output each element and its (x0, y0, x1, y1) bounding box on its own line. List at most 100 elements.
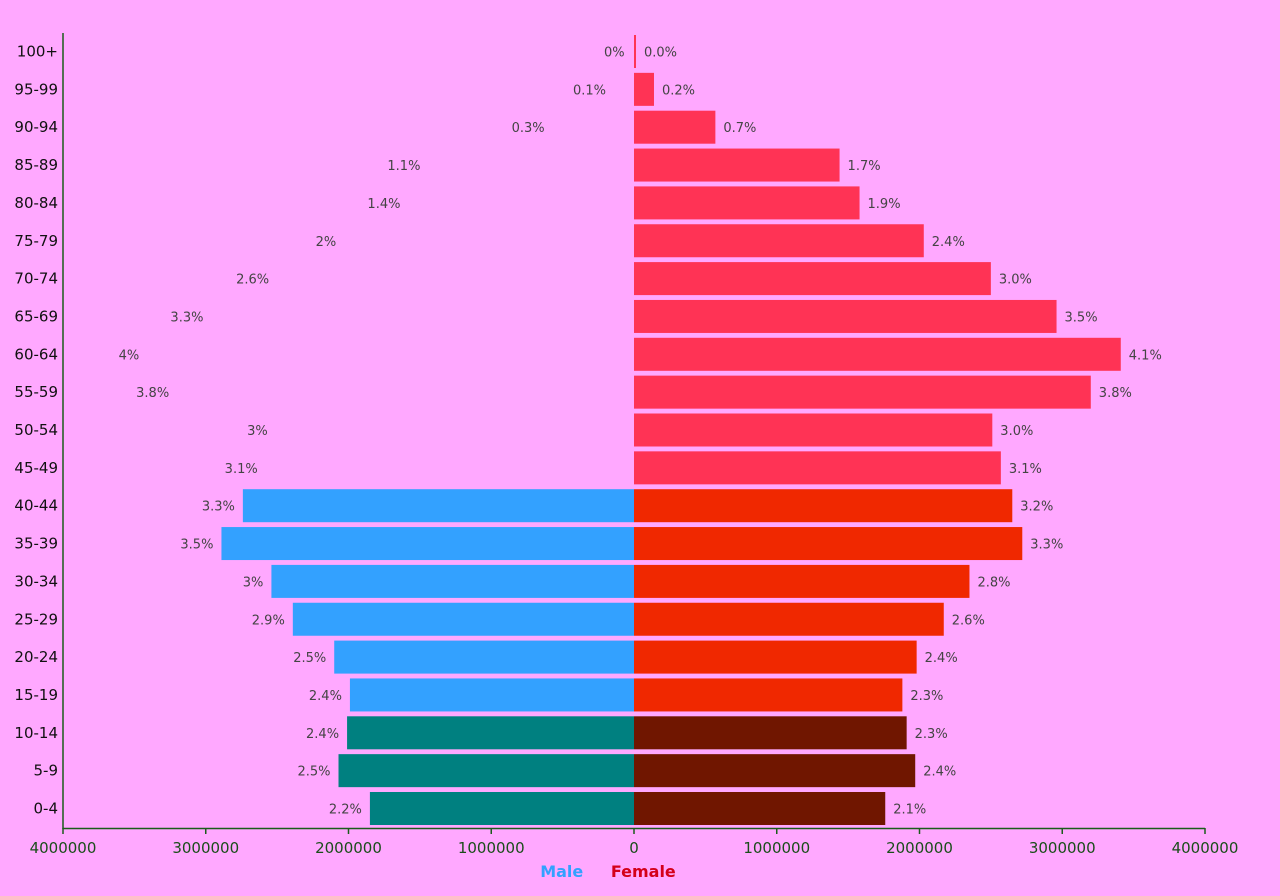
y-tick-label-35-39: 35-39 (14, 535, 58, 553)
y-tick-label-90-94: 90-94 (14, 118, 58, 136)
y-tick-label-45-49: 45-49 (14, 459, 58, 477)
female-bar-45-49 (634, 451, 1001, 485)
male-bar-55-59 (177, 375, 634, 409)
male-bar-10-14 (347, 716, 634, 750)
male-value-label-55-59: 3.8% (136, 386, 169, 401)
female-value-label-10-14: 2.3% (915, 727, 948, 742)
female-bar-25-29 (634, 602, 944, 636)
y-tick-label-95-99: 95-99 (14, 80, 58, 98)
y-tick-label-60-64: 60-64 (14, 345, 58, 363)
x-tick-label-8: 4000000 (1172, 839, 1239, 857)
female-bar-85-89 (634, 148, 840, 182)
female-value-label-85-89: 1.7% (848, 159, 881, 174)
x-tick-label-6: 2000000 (886, 839, 953, 857)
female-bar-55-59 (634, 375, 1091, 409)
female-value-label-0-4: 2.1% (893, 803, 926, 818)
y-tick-label-75-79: 75-79 (14, 232, 58, 250)
male-bar-95-99 (614, 72, 634, 106)
female-value-label-20-24: 2.4% (925, 651, 958, 666)
female-bar-75-79 (634, 224, 924, 258)
y-tick-label-40-44: 40-44 (14, 497, 58, 515)
male-value-label-0-4: 2.2% (329, 803, 362, 818)
male-bar-30-34 (271, 564, 634, 598)
x-tick-label-1: 3000000 (172, 839, 239, 857)
female-value-label-35-39: 3.3% (1030, 538, 1063, 553)
male-value-label-80-84: 1.4% (367, 197, 400, 212)
male-value-label-70-74: 2.6% (236, 273, 269, 288)
female-bar-95-99 (634, 72, 654, 106)
y-tick-label-80-84: 80-84 (14, 194, 58, 212)
female-value-label-50-54: 3.0% (1000, 424, 1033, 439)
male-bar-5-9 (338, 754, 634, 788)
male-bar-90-94 (552, 110, 634, 144)
male-bar-40-44 (242, 489, 635, 523)
female-bar-0-4 (634, 792, 886, 825)
male-bar-45-49 (265, 451, 634, 485)
male-value-label-40-44: 3.3% (202, 500, 235, 515)
male-bar-85-89 (428, 148, 634, 182)
male-bar-80-84 (408, 186, 634, 220)
x-tick-label-7: 3000000 (1029, 839, 1096, 857)
y-tick-label-30-34: 30-34 (14, 572, 58, 590)
y-tick-label-55-59: 55-59 (14, 383, 58, 401)
y-tick-label-15-19: 15-19 (14, 686, 58, 704)
female-value-label-45-49: 3.1% (1009, 462, 1042, 477)
male-value-label-10-14: 2.4% (306, 727, 339, 742)
x-tick-label-3: 1000000 (458, 839, 525, 857)
legend: Male Female (0, 862, 1280, 881)
male-value-label-65-69: 3.3% (170, 310, 203, 325)
male-value-label-95-99: 0.1% (573, 83, 606, 98)
male-value-label-85-89: 1.1% (387, 159, 420, 174)
female-value-label-65-69: 3.5% (1065, 310, 1098, 325)
female-bar-50-54 (634, 413, 993, 447)
female-bar-100+ (634, 35, 636, 68)
male-value-label-90-94: 0.3% (512, 121, 545, 136)
male-bar-20-24 (334, 640, 634, 674)
x-tick-label-4: 0 (629, 839, 639, 857)
female-value-label-30-34: 2.8% (977, 575, 1010, 590)
y-tick-label-0-4: 0-4 (34, 800, 59, 818)
male-value-label-5-9: 2.5% (297, 765, 330, 780)
y-tick-label-70-74: 70-74 (14, 270, 58, 288)
female-bar-90-94 (634, 110, 716, 144)
male-bar-65-69 (211, 299, 634, 333)
x-tick-label-2: 2000000 (315, 839, 382, 857)
male-bar-15-19 (349, 678, 634, 712)
female-value-label-75-79: 2.4% (932, 235, 965, 250)
y-tick-label-25-29: 25-29 (14, 610, 58, 628)
female-bar-5-9 (634, 754, 916, 788)
male-bar-70-74 (277, 262, 634, 296)
y-tick-label-10-14: 10-14 (14, 724, 58, 742)
female-value-label-90-94: 0.7% (723, 121, 756, 136)
female-bar-20-24 (634, 640, 917, 674)
female-bar-65-69 (634, 299, 1057, 333)
female-bar-30-34 (634, 564, 970, 598)
female-value-label-40-44: 3.2% (1020, 500, 1053, 515)
y-tick-label-85-89: 85-89 (14, 156, 58, 174)
x-tick-label-5: 1000000 (743, 839, 810, 857)
female-bar-10-14 (634, 716, 907, 750)
male-bar-50-54 (275, 413, 634, 447)
male-value-label-75-79: 2% (316, 235, 337, 250)
male-value-label-50-54: 3% (247, 424, 268, 439)
male-value-label-25-29: 2.9% (252, 613, 285, 628)
female-value-label-55-59: 3.8% (1099, 386, 1132, 401)
legend-male[interactable]: Male (540, 862, 584, 881)
x-tick-label-0: 4000000 (30, 839, 97, 857)
female-value-label-25-29: 2.6% (952, 613, 985, 628)
y-tick-label-65-69: 65-69 (14, 307, 58, 325)
male-value-label-30-34: 3% (243, 575, 264, 590)
legend-female[interactable]: Female (610, 862, 676, 881)
female-bar-40-44 (634, 489, 1013, 523)
male-value-label-100+: 0% (604, 46, 625, 61)
female-value-label-80-84: 1.9% (868, 197, 901, 212)
male-bar-100+ (632, 35, 634, 68)
female-bar-15-19 (634, 678, 903, 712)
female-value-label-100+: 0.0% (644, 46, 677, 61)
female-bar-70-74 (634, 262, 991, 296)
male-value-label-35-39: 3.5% (180, 538, 213, 553)
y-tick-label-50-54: 50-54 (14, 421, 58, 439)
male-bar-35-39 (221, 527, 634, 561)
y-tick-label-100+: 100+ (17, 43, 58, 61)
